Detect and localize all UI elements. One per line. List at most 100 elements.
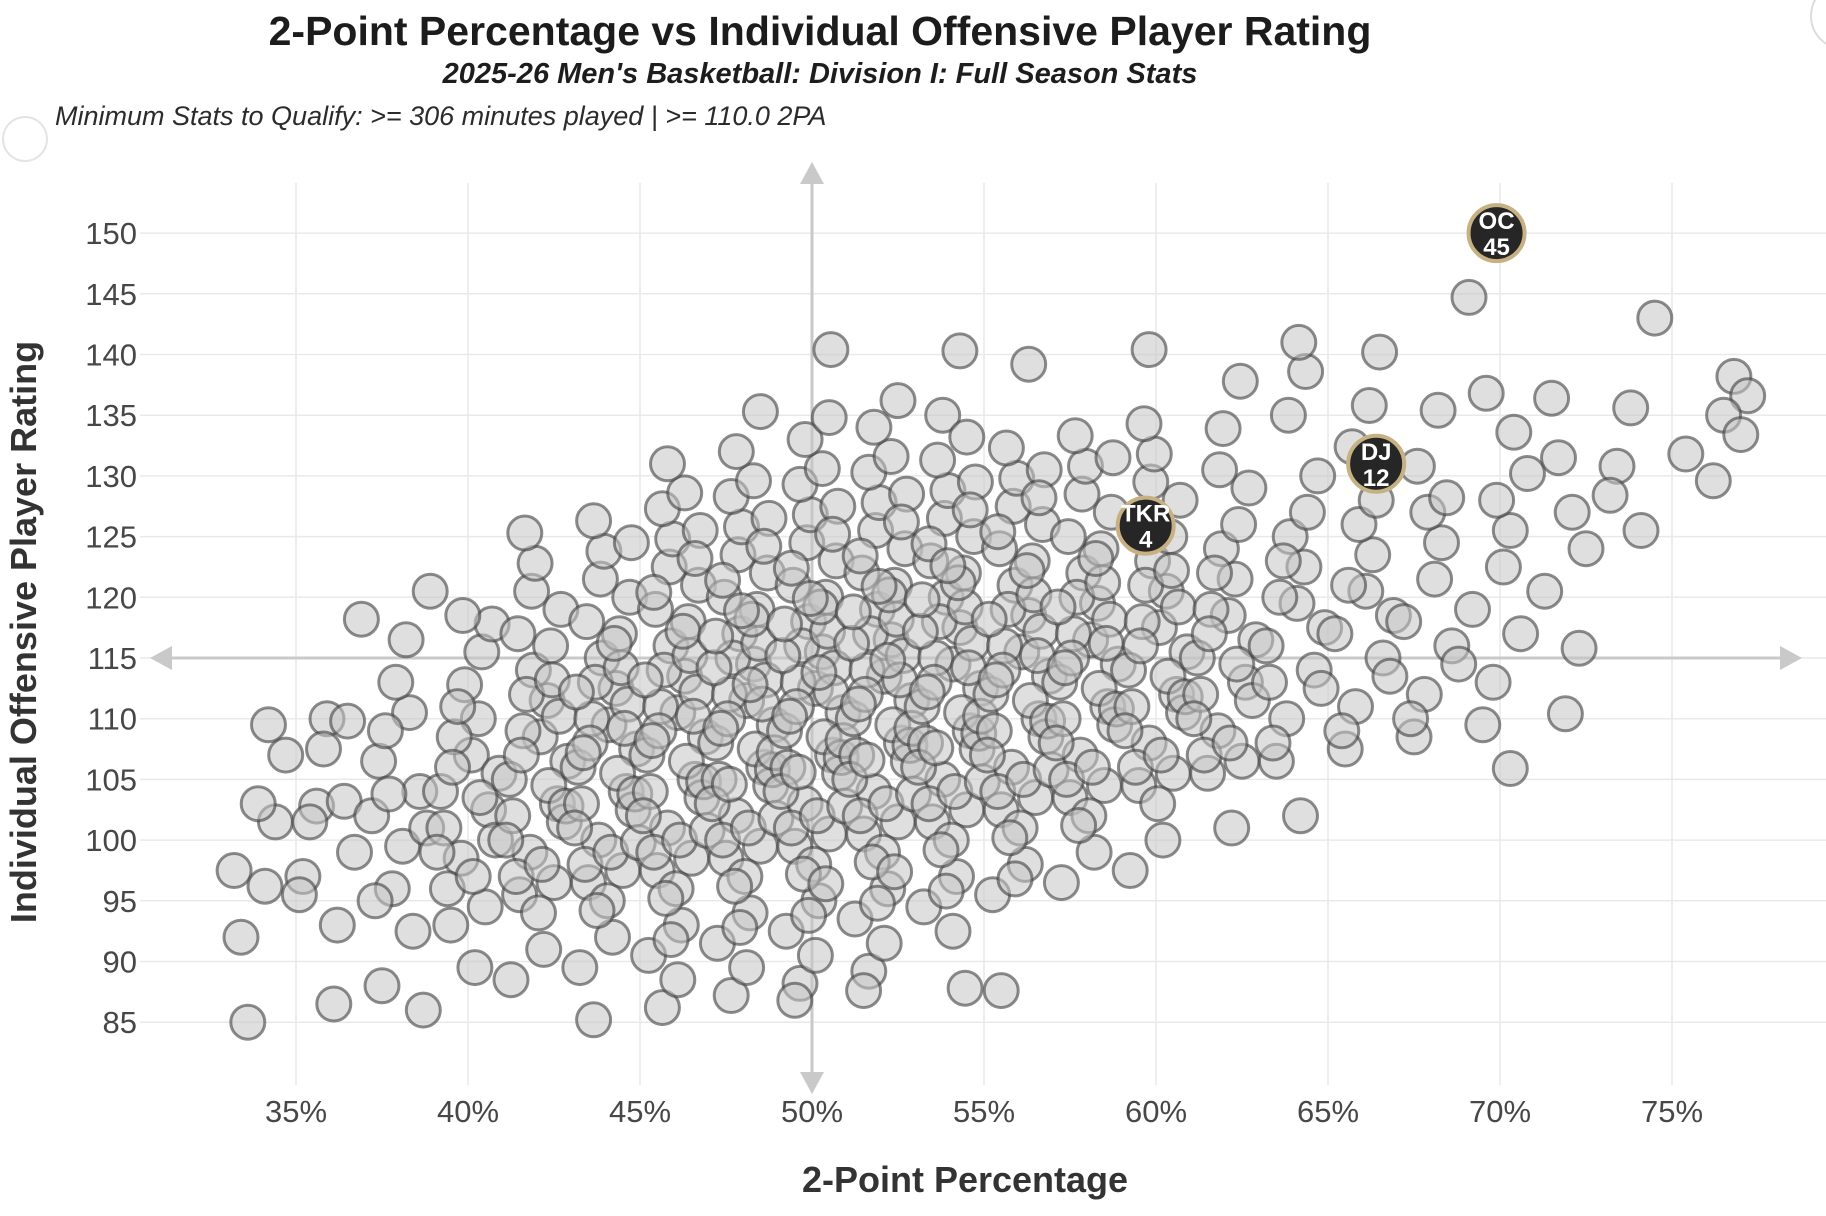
scatter-point[interactable] [839,685,877,723]
scatter-point[interactable] [869,641,907,679]
scatter-point[interactable] [1729,377,1767,415]
scatter-point[interactable] [1450,278,1488,316]
scatter-point[interactable] [704,561,742,599]
scatter-point[interactable] [1288,493,1326,531]
scatter-point[interactable] [1667,435,1705,473]
scatter-point[interactable] [394,912,432,950]
scatter-point[interactable] [814,515,852,553]
scatter-point[interactable] [872,438,910,475]
scatter-point[interactable] [1302,669,1340,707]
scatter-point[interactable] [982,972,1020,1010]
scatter-point[interactable] [502,736,540,774]
scatter-point[interactable] [764,637,802,675]
scatter-point[interactable] [845,972,883,1010]
scatter-point[interactable] [1282,797,1319,835]
scatter-point[interactable] [439,688,477,726]
scatter-point[interactable] [1371,657,1409,695]
scatter-point[interactable] [487,821,525,859]
scatter-point[interactable] [336,833,373,871]
scatter-point[interactable] [1419,391,1457,429]
scatter-point[interactable] [633,722,671,760]
scatter-point[interactable] [1073,748,1111,786]
scatter-point[interactable] [917,729,955,767]
scatter-point[interactable] [1478,481,1516,519]
scatter-point[interactable] [612,524,650,562]
scatter-point[interactable] [1428,479,1466,517]
scatter-point[interactable] [643,989,681,1027]
scatter-point[interactable] [812,331,850,369]
highlighted-point[interactable] [1115,495,1176,556]
scatter-point[interactable] [575,1001,613,1039]
scatter-point[interactable] [1354,536,1392,574]
scatter-point[interactable] [564,734,602,772]
scatter-point[interactable] [432,906,470,944]
scatter-point[interactable] [1392,700,1430,738]
scatter-point[interactable] [800,654,838,692]
scatter-point[interactable] [1046,649,1084,687]
scatter-point[interactable] [280,876,318,914]
scatter-point[interactable] [454,858,492,895]
scatter-point[interactable] [908,673,946,711]
scatter-point[interactable] [556,809,594,847]
scatter-point[interactable] [246,867,284,905]
scatter-point[interactable] [941,332,979,370]
scatter-point[interactable] [741,393,779,431]
scatter-point[interactable] [1221,362,1259,400]
scatter-point[interactable] [702,709,740,747]
scatter-point[interactable] [721,909,759,946]
scatter-point[interactable] [924,396,962,434]
scatter-point[interactable] [786,421,824,458]
scatter-point[interactable] [948,418,986,456]
scatter-point[interactable] [1330,566,1368,604]
scatter-point[interactable] [1694,462,1732,500]
scatter-point[interactable] [951,491,989,529]
scatter-point[interactable] [1211,724,1249,762]
scatter-point[interactable] [525,930,563,968]
scatter-point[interactable] [342,600,380,638]
scatter-point[interactable] [499,615,537,653]
scatter-point[interactable] [1220,506,1258,543]
scatter-point[interactable] [772,549,810,587]
scatter-point[interactable] [855,408,893,446]
scatter-point[interactable] [461,779,499,817]
scatter-point[interactable] [456,949,494,987]
scatter-point[interactable] [305,730,342,768]
scatter-point[interactable] [1440,645,1478,683]
scatter-point[interactable] [1467,374,1505,412]
scatter-point[interactable] [1142,736,1180,774]
scatter-point[interactable] [1385,603,1423,641]
scatter-point[interactable] [1159,588,1197,626]
scatter-point[interactable] [595,624,633,662]
scatter-point[interactable] [466,888,504,926]
scatter-point[interactable] [1491,512,1529,549]
scatter-point[interactable] [1175,700,1213,738]
scatter-point[interactable] [712,977,750,1014]
scatter-point[interactable] [1153,552,1190,590]
scatter-point[interactable] [1464,706,1502,744]
scatter-point[interactable] [444,597,482,634]
scatter-point[interactable] [1039,588,1077,626]
scatter-point[interactable] [1636,299,1674,337]
scatter-point[interactable] [435,718,473,756]
scatter-point[interactable] [1612,389,1650,427]
scatter-point[interactable] [418,833,456,871]
scatter-point[interactable] [1350,387,1388,424]
scatter-point[interactable] [879,382,917,420]
scatter-point[interactable] [624,797,662,835]
scatter-point[interactable] [1218,645,1256,683]
scatter-point[interactable] [1509,455,1546,492]
scatter-point[interactable] [946,969,984,1007]
scatter-point[interactable] [1484,548,1522,586]
scatter-point[interactable] [215,852,253,889]
scatter-point[interactable] [1416,560,1454,598]
scatter-point[interactable] [803,450,841,488]
scatter-point[interactable] [810,399,848,437]
scatter-point[interactable] [1261,578,1299,616]
scatter-point[interactable] [1254,724,1292,762]
scatter-point[interactable] [363,967,401,1005]
scatter-point[interactable] [659,961,697,999]
scatter-point[interactable] [858,884,896,922]
scatter-point[interactable] [1546,695,1584,733]
